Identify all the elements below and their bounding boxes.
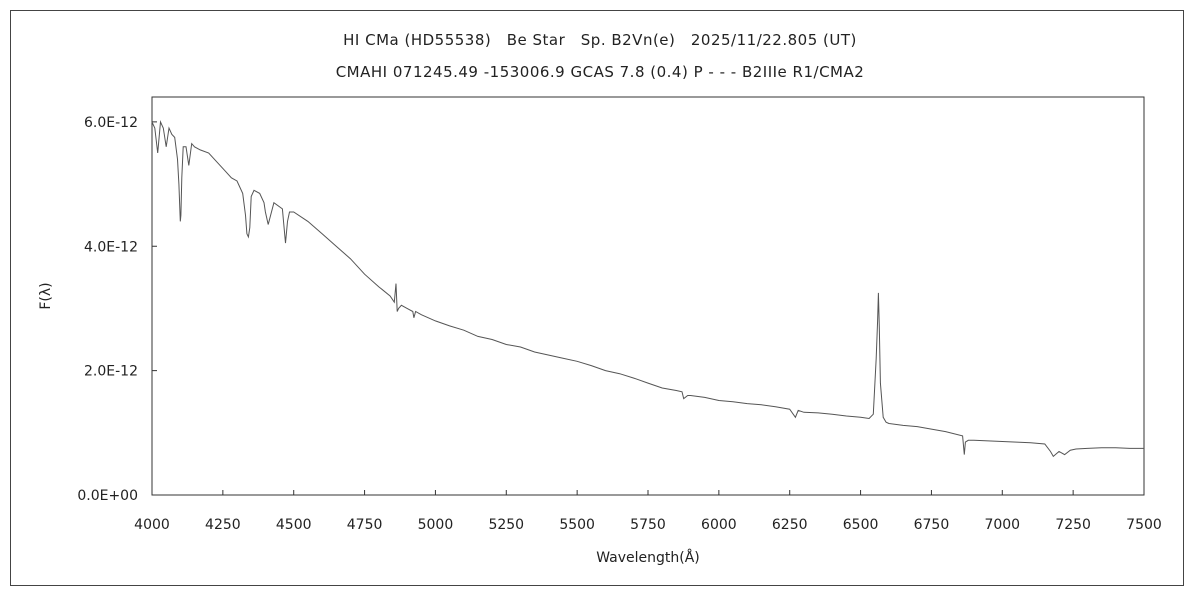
chart-title: HI CMa (HD55538) Be Star Sp. B2Vn(e) 202… [343,31,857,49]
x-tick-label: 5250 [488,517,524,533]
x-tick-label: 5500 [559,517,595,533]
x-tick-label: 6250 [772,517,808,533]
chart-frame [10,10,1184,586]
x-tick-label: 4750 [347,517,383,533]
x-tick-label: 7250 [1055,517,1091,533]
x-axis-label: Wavelength(Å) [596,549,700,566]
chart-subtitle: CMAHI 071245.49 -153006.9 GCAS 7.8 (0.4)… [335,63,865,81]
x-tick-label: 7500 [1126,517,1162,533]
x-tick-label: 5000 [418,517,454,533]
y-tick-label: 4.0E-12 [84,239,138,255]
y-tick-label: 2.0E-12 [84,364,138,380]
x-tick-label: 7000 [984,517,1020,533]
y-tick-label: 0.0E+00 [77,488,138,504]
plot-area [151,96,1145,496]
x-tick-label: 6500 [843,517,879,533]
spectrum-line [151,119,1144,458]
x-axis: 4000 4250 4500 4750 5000 5250 5500 5750 6000 6250… [134,490,1162,533]
y-axis-label: F(λ) [38,282,54,309]
y-tick-label: 6.0E-12 [84,115,138,131]
x-tick-label: 6000 [701,517,737,533]
y-axis: 0.0E+00 2.0E-12 4.0E-12 6.0E-12 [77,115,157,504]
x-tick-label: 6750 [914,517,950,533]
x-tick-label: 4000 [134,517,170,533]
x-tick-label: 5750 [630,517,666,533]
x-tick-label: 4250 [205,517,241,533]
x-tick-label: 4500 [276,517,312,533]
